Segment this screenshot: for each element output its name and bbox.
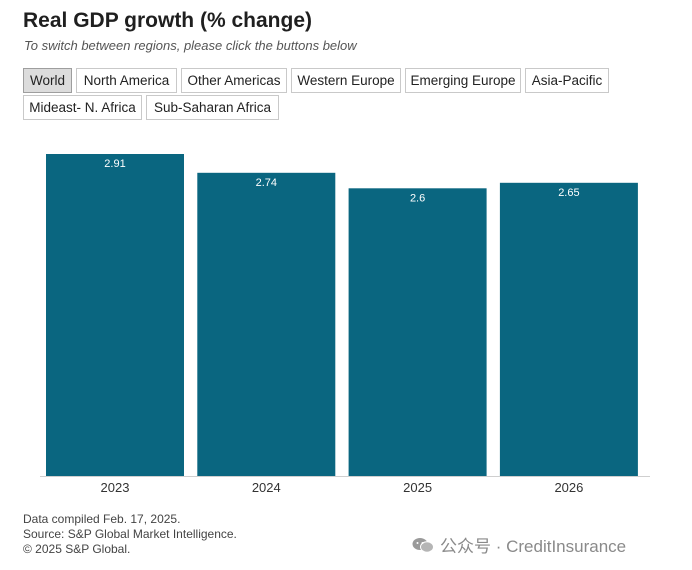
chart-subtitle: To switch between regions, please click … bbox=[24, 38, 357, 53]
footer-copyright: © 2025 S&P Global. bbox=[23, 542, 131, 556]
x-tick-label-2026: 2026 bbox=[554, 480, 583, 495]
watermark: 公众号 · CreditInsurance bbox=[412, 532, 626, 557]
region-button-mideast-n-africa[interactable]: Mideast- N. Africa bbox=[23, 95, 142, 120]
x-tick-label-2025: 2025 bbox=[403, 480, 432, 495]
region-button-world[interactable]: World bbox=[23, 68, 72, 93]
region-button-emerging-europe[interactable]: Emerging Europe bbox=[405, 68, 521, 93]
bar-2024[interactable] bbox=[197, 172, 336, 477]
bar-2025[interactable] bbox=[348, 188, 487, 477]
wechat-icon bbox=[412, 537, 434, 553]
chart-title: Real GDP growth (% change) bbox=[23, 9, 312, 32]
bar-2023[interactable] bbox=[46, 154, 184, 476]
region-button-north-america[interactable]: North America bbox=[76, 68, 177, 93]
data-label-2026: 2.65 bbox=[558, 187, 579, 199]
x-tick-label-2023: 2023 bbox=[101, 480, 130, 495]
x-tick-label-2024: 2024 bbox=[252, 480, 281, 495]
region-button-western-europe[interactable]: Western Europe bbox=[291, 68, 401, 93]
region-button-other-americas[interactable]: Other Americas bbox=[181, 68, 287, 93]
footer-date: Data compiled Feb. 17, 2025. bbox=[23, 512, 181, 526]
data-label-2024: 2.74 bbox=[256, 177, 277, 189]
data-label-2025: 2.6 bbox=[410, 192, 425, 204]
data-label-2023: 2.91 bbox=[104, 158, 125, 170]
footer-source: Source: S&P Global Market Intelligence. bbox=[23, 527, 237, 541]
watermark-text: 公众号 · CreditInsurance bbox=[440, 537, 627, 556]
region-button-sub-saharan-africa[interactable]: Sub-Saharan Africa bbox=[146, 95, 279, 120]
bar-2026[interactable] bbox=[499, 182, 638, 477]
bar-chart: 2.91 2023 2.74 2024 2.6 2025 2.65 2026 bbox=[40, 154, 650, 495]
chart-bars: 2.91 2023 2.74 2024 2.6 2025 2.65 2026 bbox=[40, 154, 650, 495]
region-button-asia-pacific[interactable]: Asia-Pacific bbox=[525, 68, 609, 93]
